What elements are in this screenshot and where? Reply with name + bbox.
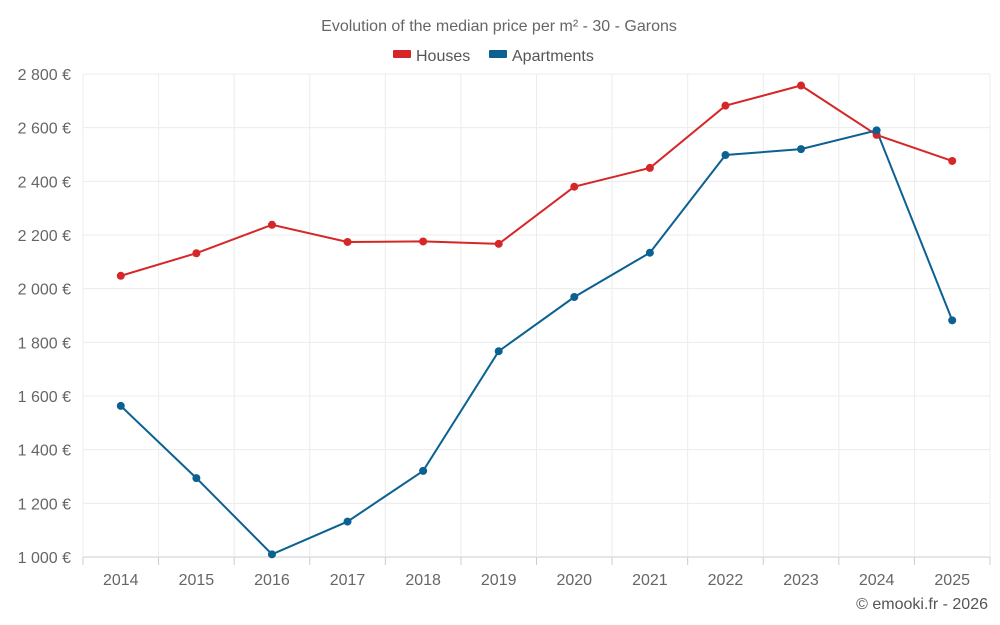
series-line-houses (120, 84, 953, 277)
data-point-houses[interactable] (494, 239, 503, 248)
y-tick-label: 1 400 € (18, 443, 71, 460)
data-point-houses[interactable] (645, 163, 654, 172)
data-point-houses[interactable] (267, 220, 276, 229)
x-tick-label: 2017 (330, 572, 366, 589)
x-tick-label: 2014 (103, 572, 139, 589)
gridlines (82, 73, 991, 558)
y-tick-label: 2 000 € (18, 282, 71, 299)
legend-swatch-apartments (489, 50, 507, 58)
x-tick-label: 2024 (859, 572, 895, 589)
x-tick-label: 2020 (556, 572, 592, 589)
y-tick-label: 2 200 € (18, 228, 71, 245)
x-axis: 2014 2015 2016 2017 2018 2019 2020 2021 2022 2023… (82, 557, 991, 589)
legend-label-apartments: Apartments (512, 48, 594, 65)
data-point-apartments[interactable] (645, 248, 654, 257)
y-tick-label: 2 400 € (18, 174, 71, 191)
data-point-apartments[interactable] (797, 145, 806, 154)
legend-swatch-houses (393, 50, 411, 58)
y-tick-label: 1 800 € (18, 335, 71, 352)
legend-label-houses: Houses (416, 48, 470, 65)
x-tick-label: 2025 (934, 572, 970, 589)
x-tick-label: 2015 (179, 572, 215, 589)
legend-item-houses[interactable]: Houses (393, 48, 470, 65)
chart-title: Evolution of the median price per m² - 3… (321, 18, 677, 35)
data-point-houses[interactable] (116, 271, 125, 280)
y-tick-label: 1 200 € (18, 496, 71, 513)
data-point-houses[interactable] (948, 156, 957, 165)
data-point-houses[interactable] (419, 237, 428, 246)
data-point-apartments[interactable] (948, 316, 957, 325)
x-tick-label: 2022 (708, 572, 744, 589)
series-layer (116, 81, 957, 559)
data-point-houses[interactable] (721, 101, 730, 110)
data-point-apartments[interactable] (419, 466, 428, 475)
y-axis: 1 000 € 1 200 € 1 400 € 1 600 € 1 800 € 2 000… (18, 67, 71, 567)
data-point-houses[interactable] (192, 249, 201, 258)
data-point-apartments[interactable] (343, 517, 352, 526)
data-point-apartments[interactable] (116, 401, 125, 410)
data-point-apartments[interactable] (721, 151, 730, 160)
y-tick-label: 2 600 € (18, 121, 71, 138)
data-point-apartments[interactable] (570, 292, 579, 301)
data-point-houses[interactable] (797, 81, 806, 90)
x-tick-label: 2018 (405, 572, 441, 589)
x-tick-label: 2023 (783, 572, 819, 589)
credit-text: © emooki.fr - 2026 (856, 596, 988, 613)
data-point-houses[interactable] (343, 237, 352, 246)
series-line-apartments (120, 129, 954, 556)
y-tick-label: 2 800 € (18, 67, 71, 84)
data-point-apartments[interactable] (494, 347, 503, 356)
data-point-houses[interactable] (570, 182, 579, 191)
data-point-apartments[interactable] (267, 550, 276, 559)
legend-item-apartments[interactable]: Apartments (489, 48, 594, 65)
x-tick-label: 2019 (481, 572, 517, 589)
y-tick-label: 1 600 € (18, 389, 71, 406)
y-tick-label: 1 000 € (18, 550, 71, 567)
x-tick-label: 2016 (254, 572, 290, 589)
data-point-apartments[interactable] (192, 474, 201, 483)
x-tick-label: 2021 (632, 572, 668, 589)
data-point-apartments[interactable] (872, 126, 881, 135)
legend: Houses Apartments (393, 48, 594, 65)
